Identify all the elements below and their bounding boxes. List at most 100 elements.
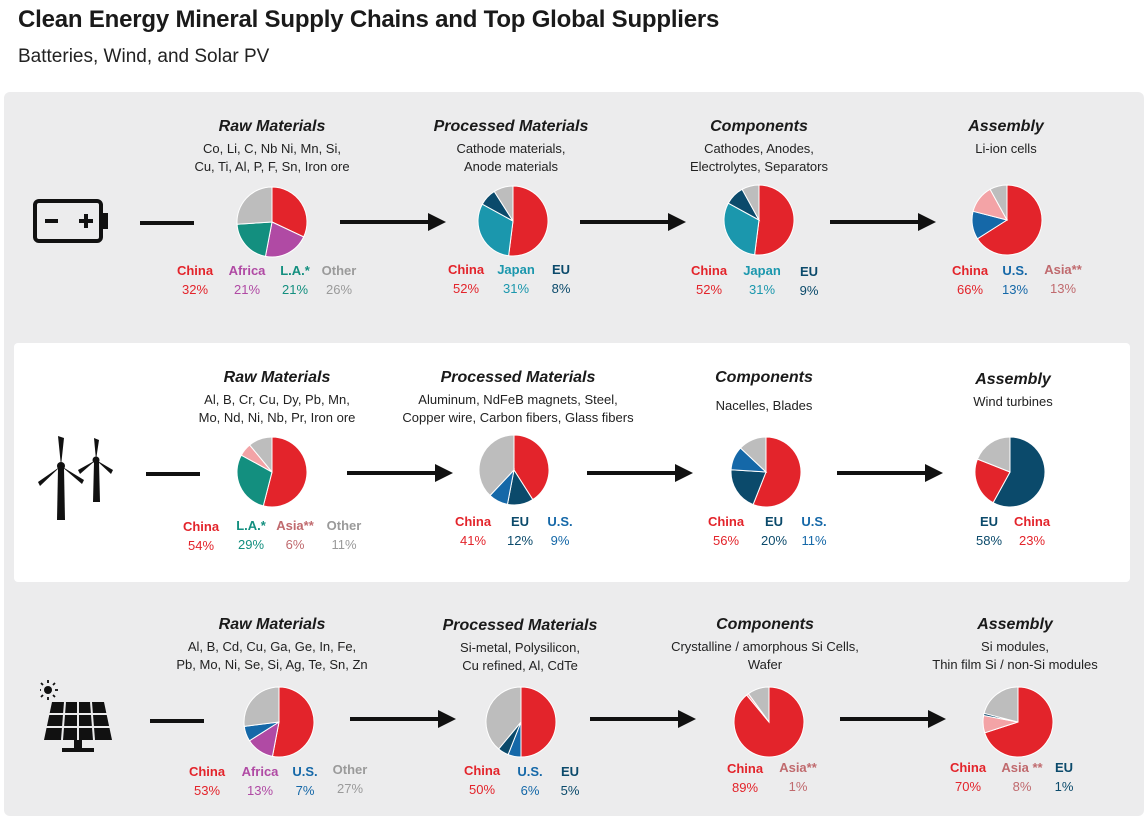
legend-label: Asia** [779,760,817,775]
legend-item: L.A.* 29% [228,516,274,554]
desc-line: Aluminum, NdFeB magnets, Steel, [418,392,618,407]
wind-processed-materials-header: Processed Materials Aluminum, NdFeB magn… [398,369,638,427]
legend-value: 52% [695,282,723,297]
legend-value: 8% [551,281,571,296]
pie-slice-other [236,186,273,225]
wind-components-header: Components Nacelles, Blades [664,369,864,415]
connector-line [150,719,204,723]
legend-value: 27% [336,781,364,796]
flow-arrow [340,213,446,231]
stage-title: Raw Materials [218,118,326,135]
wind-raw-materials-header: Raw Materials Al, B, Cr, Cu, Dy, Pb, Mn,… [177,369,377,427]
legend-value: 66% [956,282,984,297]
legend-label: China [454,514,492,529]
flow-arrow [590,710,696,728]
desc-line: Cu, Ti, Al, P, F, Sn, Iron ore [194,159,350,174]
pie-solar-components [733,686,805,758]
legend-label: EU [560,764,580,779]
desc-line: Wafer [747,657,783,672]
legend-value: 23% [1018,533,1046,548]
legend-value: 70% [954,779,982,794]
desc-line: Pb, Mo, Ni, Se, Si, Ag, Te, Sn, Zn [176,657,368,672]
legend-value: 1% [1054,779,1074,794]
desc-line: Electrolytes, Separators [689,159,828,174]
pie-solar-raw-materials [243,686,315,758]
legend-item: Japan 31% [493,260,539,298]
pie-slice-china [271,186,308,238]
flow-arrow [840,710,946,728]
pie-slice-japan [477,203,514,257]
pie-solar-assembly [982,686,1054,758]
wind-turbine-icon [38,436,113,520]
pie-slice-china [974,458,1011,504]
pie-slice-rest [989,184,1008,221]
desc-line: Co, Li, C, Nb Ni, Mn, Si, [203,141,341,156]
legend-value: 41% [459,533,487,548]
legend-value: 32% [181,282,209,297]
pie-slice-china [976,184,1043,256]
pie-slice-africa [264,221,305,258]
pie-slice-japan [723,202,760,256]
solar-assembly-header: Assembly Si modules, Thin film Si / non-… [905,616,1125,674]
legend-label: Japan [497,262,535,277]
legend-label: China [690,263,728,278]
legend-item: Asia** 13% [1036,260,1090,298]
legend-label: China [949,760,987,775]
legend-item: China 52% [686,261,732,299]
stage-description: Si modules, Thin film Si / non-Si module… [905,638,1125,674]
desc-line: Nacelles, Blades [715,398,813,413]
legend-item: Other 26% [316,261,362,299]
legend-item: Other 27% [327,760,373,798]
stage-title: Raw Materials [223,369,331,386]
desc-line: Cathode materials, [456,141,566,156]
pie-slice-china [262,436,308,508]
stage-description: Crystalline / amorphous Si Cells, Wafer [655,638,875,674]
legend-item: EU 12% [497,512,543,550]
legend-label: Other [326,518,362,533]
stage-title: Assembly [968,118,1044,135]
legend-value: 8% [1012,779,1032,794]
legend-item: China 66% [947,261,993,299]
pie-wind-assembly [974,436,1046,508]
legend-item: EU 20% [751,512,797,550]
legend-item: EU 8% [538,260,584,298]
legend-label: China [1013,514,1051,529]
stage-description: Co, Li, C, Nb Ni, Mn, Si, Cu, Ti, Al, P,… [172,140,372,176]
flow-arrow [587,464,693,482]
pie-wind-processed-materials [478,434,550,506]
legend-label: L.A.* [280,263,310,278]
pie-slice-other [248,436,273,474]
legend-item: U.S. 13% [992,261,1038,299]
legend-value: 20% [760,533,788,548]
solar-panel-icon [40,680,112,752]
battery-processed-materials-header: Processed Materials Cathode materials, A… [411,118,611,176]
legend-label: China [463,763,501,778]
stage-description: Si-metal, Polysilicon, Cu refined, Al, C… [420,639,620,675]
pie-slice-rest [485,686,522,750]
pie-slice-china [271,686,315,758]
legend-value: 13% [1049,281,1077,296]
battery-raw-materials-header: Raw Materials Co, Li, C, Nb Ni, Mn, Si, … [172,118,372,176]
legend-label: U.S. [292,764,318,779]
pie-slice-china [754,184,795,256]
legend-item: China 50% [459,761,505,799]
connector-line [140,221,194,225]
battery-icon [33,199,108,243]
wind-row-panel [14,343,1130,582]
stage-title: Assembly [977,616,1053,633]
pie-wind-raw-materials [236,436,308,508]
stage-description: Cathode materials, Anode materials [411,140,611,176]
stage-description: Al, B, Cr, Cu, Dy, Pb, Mn, Mo, Nd, Ni, N… [177,391,377,427]
desc-line: Anode materials [464,159,558,174]
pie-wind-components [730,436,802,508]
legend-item: China 32% [172,261,218,299]
legend-label: EU [764,514,784,529]
wind-assembly-header: Assembly Wind turbines [913,371,1113,411]
legend-label: China [182,519,220,534]
pie-slice-china [984,686,1054,758]
flow-arrow [350,710,456,728]
legend-value: 53% [193,783,221,798]
legend-item: U.S. 11% [791,512,837,550]
legend-label: Japan [743,263,781,278]
stage-title: Raw Materials [218,616,326,633]
